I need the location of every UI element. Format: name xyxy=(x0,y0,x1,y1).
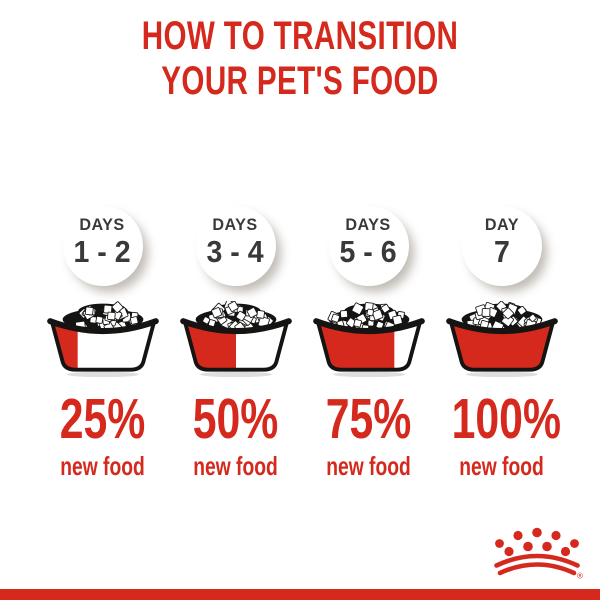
day-badge: DAYS 1 - 2 xyxy=(62,206,143,286)
percent-value: 50% xyxy=(192,387,279,451)
day-range: 1 - 2 xyxy=(73,234,132,269)
royal-canin-crown-icon: ® xyxy=(494,527,583,581)
percent-caption: new food xyxy=(193,451,278,481)
food-bowl-icon xyxy=(169,299,302,381)
day-badge-text: DAYS 3 - 4 xyxy=(204,215,266,267)
page-title: HOW TO TRANSITION YOUR PET'S FOOD xyxy=(0,14,600,104)
day-range: 3 - 4 xyxy=(206,234,265,269)
day-badge: DAY 7 xyxy=(461,206,542,286)
transition-stage-column: DAYS 5 - 6 75% new food xyxy=(302,206,435,480)
day-label: DAY xyxy=(484,215,519,234)
percent-value: 25% xyxy=(59,387,146,451)
percent-value: 100% xyxy=(451,387,561,451)
brand-red-bar xyxy=(0,589,600,600)
title-line-2: YOUR PET'S FOOD xyxy=(161,59,439,103)
percent-value: 75% xyxy=(325,387,412,451)
registered-mark: ® xyxy=(577,572,583,581)
transition-stage-column: DAYS 3 - 4 50% new food xyxy=(169,206,302,480)
day-range: 7 xyxy=(493,234,510,269)
food-bowl-icon xyxy=(36,301,169,381)
day-range: 5 - 6 xyxy=(339,234,398,269)
food-bowl-icon xyxy=(435,300,568,381)
title-line-1: HOW TO TRANSITION xyxy=(141,14,459,58)
transition-stages-row: DAYS 1 - 2 25% new food DAYS 3 - 4 50% n… xyxy=(36,206,568,480)
day-label: DAYS xyxy=(79,215,126,234)
day-badge-text: DAY 7 xyxy=(484,215,520,267)
percent-caption: new food xyxy=(326,451,411,481)
day-label: DAYS xyxy=(345,215,392,234)
day-badge: DAYS 3 - 4 xyxy=(195,206,276,286)
day-label: DAYS xyxy=(212,215,259,234)
transition-stage-column: DAYS 1 - 2 25% new food xyxy=(36,206,169,480)
day-badge-text: DAYS 5 - 6 xyxy=(337,215,399,267)
percent-caption: new food xyxy=(459,451,544,481)
food-bowl-icon xyxy=(302,301,435,381)
percent-caption: new food xyxy=(60,451,145,481)
day-badge-text: DAYS 1 - 2 xyxy=(71,215,133,267)
transition-stage-column: DAY 7 100% new food xyxy=(435,206,568,480)
day-badge: DAYS 5 - 6 xyxy=(328,206,409,286)
